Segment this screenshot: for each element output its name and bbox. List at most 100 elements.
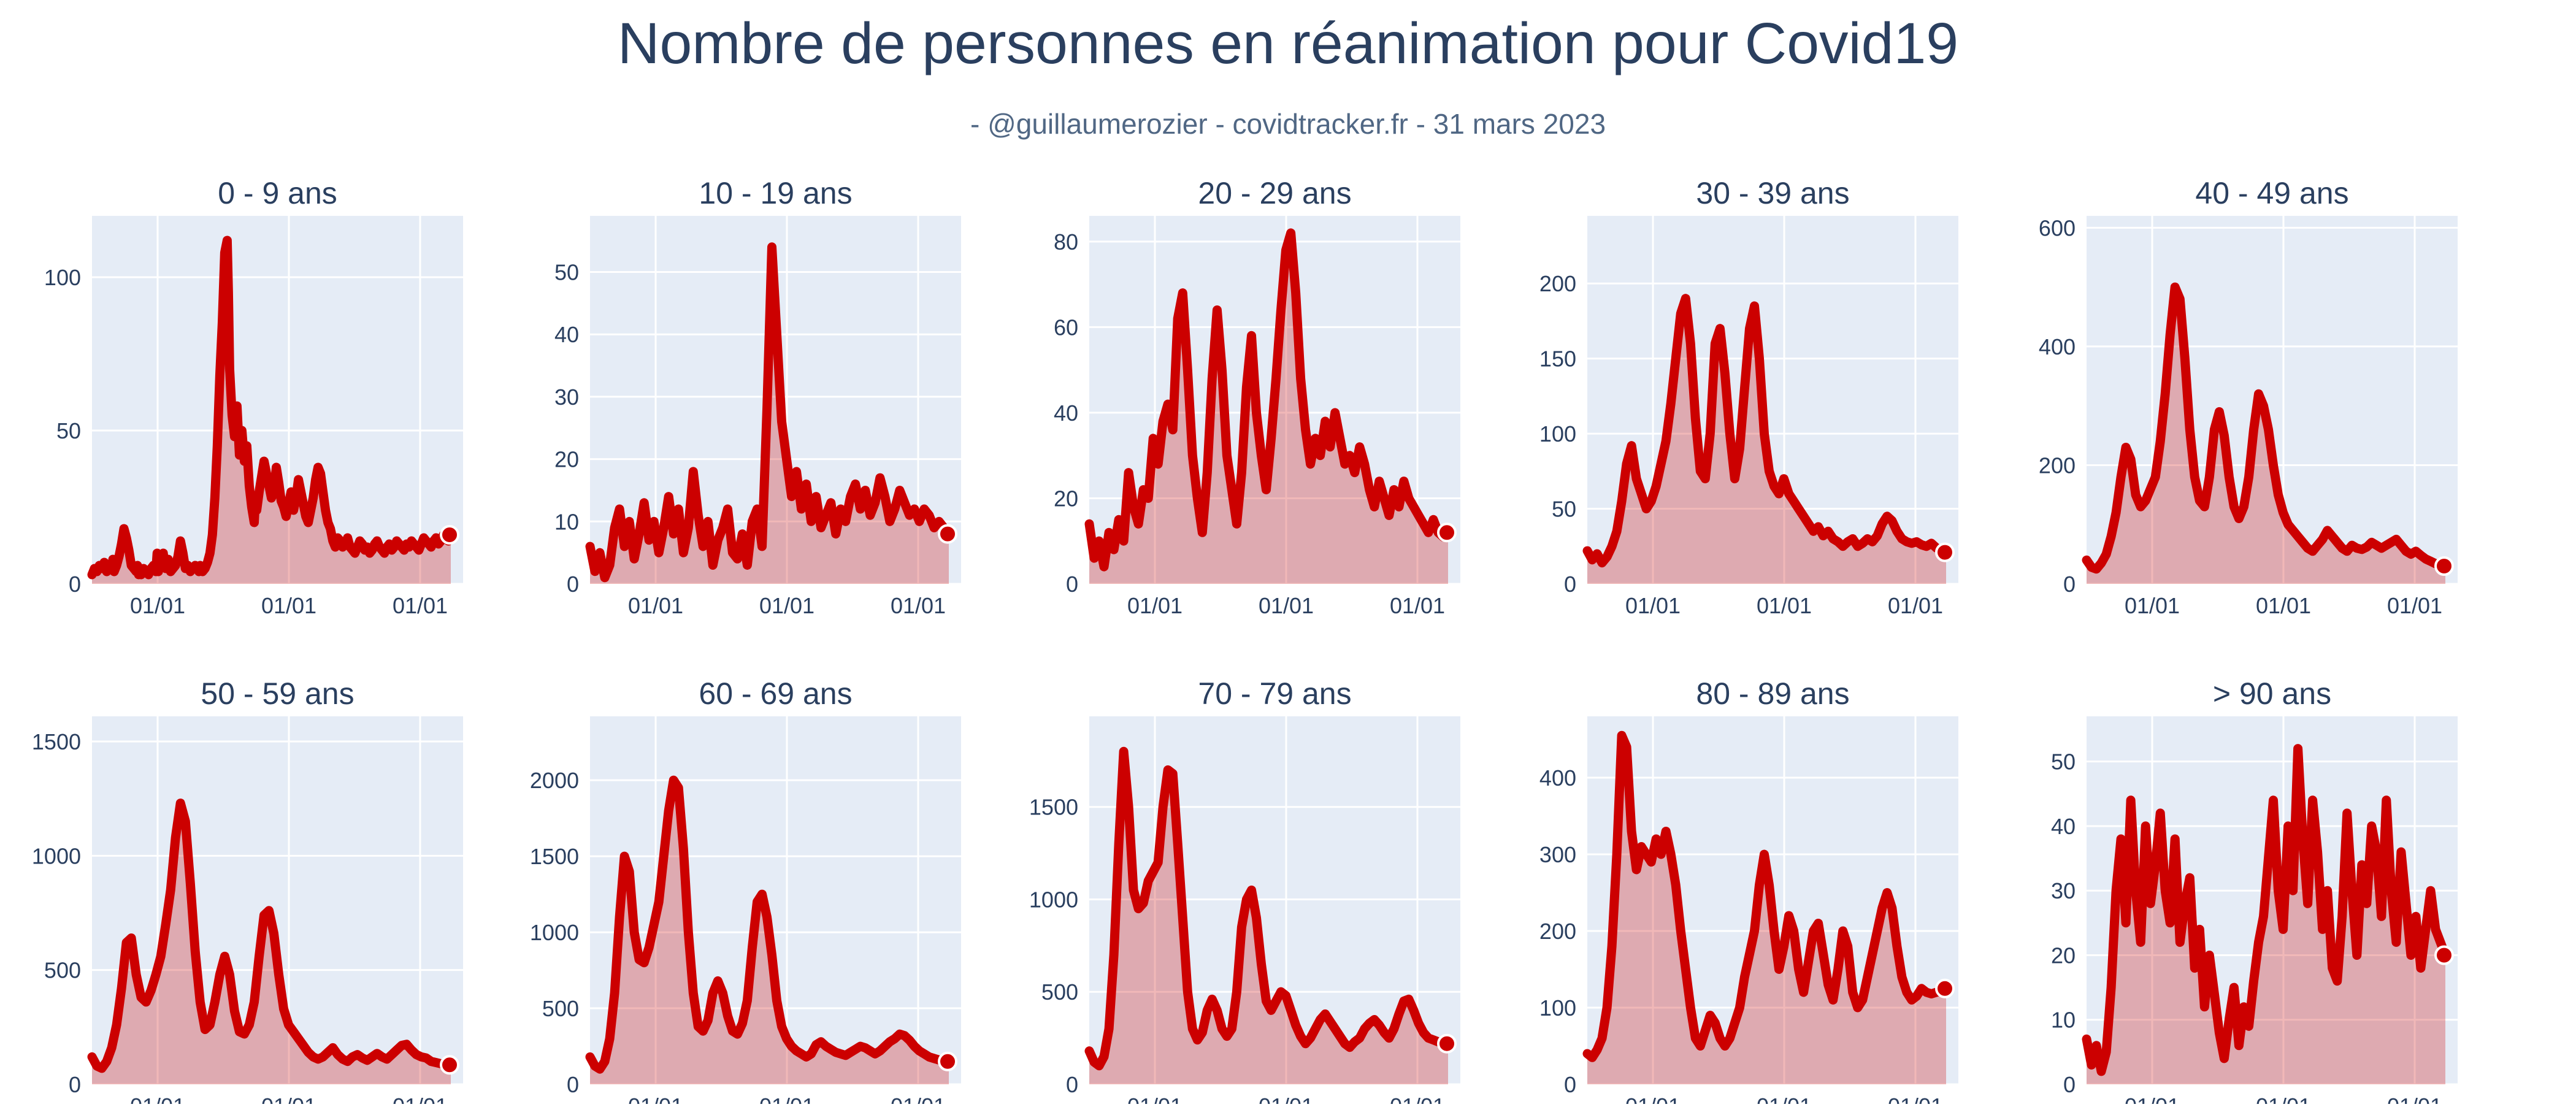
series-line (1084, 228, 1453, 572)
y-tick-label: 1000 (530, 920, 579, 945)
y-tick-label: 500 (44, 958, 81, 983)
y-tick-label: 0 (1564, 572, 1576, 597)
panel-title: 20 - 29 ans (1198, 176, 1351, 210)
x-tick-label: 01/01 (1888, 1094, 1943, 1104)
y-tick-label: 50 (56, 418, 81, 443)
plot-area (92, 716, 463, 1084)
series-area (1587, 735, 1946, 1084)
y-tick-label: 0 (567, 572, 579, 597)
series-line (87, 236, 456, 580)
chart-panel: 0 50 100 01/01 01/01 01/01 0 - 9 ans (44, 176, 463, 618)
series-line (87, 799, 456, 1073)
last-value-marker (938, 1051, 957, 1071)
y-tick-label: 500 (1041, 979, 1078, 1005)
x-tick-label: 01/01 (2387, 1094, 2442, 1104)
panel-title: 10 - 19 ans (699, 176, 852, 210)
series-area (1089, 751, 1448, 1084)
panel-title: 50 - 59 ans (201, 676, 354, 711)
chart-panel: 0 500 1000 1500 2000 01/01 01/01 01/01 60 - 69 a… (530, 676, 961, 1107)
y-tick-label: 60 (1054, 315, 1078, 340)
y-tick-label: 10 (554, 509, 579, 534)
y-tick-label: 1500 (32, 729, 81, 754)
x-tick-label: 01/01 (891, 593, 946, 618)
x-tick-label: 01/01 (130, 593, 185, 618)
y-tick-label: 150 (1539, 347, 1576, 372)
y-tick-label: 0 (69, 572, 81, 597)
y-tick-label: 20 (1054, 486, 1078, 511)
chart-title: Nombre de personnes en réanimation pour … (618, 11, 1958, 76)
chart-subtitle: - @guillaumerozier - covidtracker.fr - 3… (970, 108, 1606, 140)
x-tick-label: 01/01 (891, 1094, 946, 1104)
x-tick-label: 01/01 (393, 593, 448, 618)
panel-title: 0 - 9 ans (218, 176, 337, 210)
panel-title: 80 - 89 ans (1696, 676, 1849, 711)
y-tick-label: 200 (1539, 919, 1576, 944)
chart-panel: 0 500 1000 1500 01/01 01/01 01/01 70 - 79 ans (1029, 676, 1460, 1107)
chart-panel: 0 10 20 30 40 50 01/01 01/01 01/01 > 90 ans (2051, 676, 2458, 1107)
x-tick-label: 01/01 (628, 1094, 683, 1104)
y-tick-label: 100 (44, 265, 81, 290)
y-tick-label: 200 (2039, 453, 2076, 478)
last-value-marker (1935, 978, 1955, 998)
y-tick-label: 10 (2051, 1008, 2076, 1033)
x-tick-label: 01/01 (1888, 593, 1943, 618)
x-tick-label: 01/01 (759, 1094, 815, 1104)
x-tick-label: 01/01 (1390, 1094, 1445, 1104)
chart-panel: 0 200 400 600 01/01 01/01 01/01 40 - 49 ans (2039, 176, 2458, 618)
y-tick-label: 40 (2051, 814, 2076, 839)
y-tick-label: 0 (1066, 572, 1078, 597)
chart-panel: 0 50 100 150 200 01/01 01/01 01/01 30 - 39 ans (1539, 176, 1958, 618)
last-value-marker (2434, 556, 2454, 576)
x-tick-label: 01/01 (1259, 1094, 1314, 1104)
y-tick-label: 30 (2051, 878, 2076, 903)
panel-title: 30 - 39 ans (1696, 176, 1849, 210)
y-tick-label: 50 (1552, 497, 1576, 522)
series-line (1582, 294, 1951, 568)
panel-title: 60 - 69 ans (699, 676, 852, 711)
series-line (1582, 730, 1951, 1062)
x-tick-label: 01/01 (261, 593, 316, 618)
x-tick-label: 01/01 (759, 593, 815, 618)
y-tick-label: 500 (542, 996, 579, 1021)
chart-panel: 0 20 40 60 80 01/01 01/01 01/01 20 - 29 ans (1054, 176, 1460, 618)
last-value-marker (1437, 523, 1457, 543)
x-tick-label: 01/01 (2256, 593, 2311, 618)
series-line (585, 775, 954, 1074)
x-tick-label: 01/01 (628, 593, 683, 618)
y-tick-label: 0 (2063, 572, 2076, 597)
y-tick-label: 0 (2063, 1072, 2076, 1097)
y-tick-label: 400 (2039, 334, 2076, 359)
y-tick-label: 1500 (530, 844, 579, 869)
panel-title: 40 - 49 ans (2195, 176, 2348, 210)
y-tick-label: 100 (1539, 421, 1576, 446)
y-tick-label: 300 (1539, 842, 1576, 867)
y-tick-label: 50 (2051, 749, 2076, 775)
x-tick-label: 01/01 (2387, 593, 2442, 618)
y-tick-label: 1000 (1029, 887, 1078, 912)
last-value-marker (2434, 945, 2454, 965)
x-tick-label: 01/01 (2256, 1094, 2311, 1104)
x-tick-label: 01/01 (1127, 593, 1183, 618)
series-line (2082, 282, 2450, 574)
x-tick-label: 01/01 (1757, 593, 1812, 618)
x-tick-label: 01/01 (2125, 593, 2180, 618)
y-tick-label: 1500 (1029, 795, 1078, 820)
last-value-marker (1935, 542, 1955, 562)
y-tick-label: 20 (554, 447, 579, 472)
chart-panel: 0 100 200 300 400 01/01 01/01 01/01 80 - 89 ans (1539, 676, 1958, 1107)
x-tick-label: 01/01 (1625, 1094, 1681, 1104)
y-tick-label: 2000 (530, 768, 579, 793)
y-tick-label: 30 (554, 385, 579, 410)
last-value-marker (440, 1055, 459, 1075)
x-tick-label: 01/01 (1390, 593, 1445, 618)
last-value-marker (938, 524, 957, 544)
x-tick-label: 01/01 (393, 1094, 448, 1104)
x-tick-label: 01/01 (1625, 593, 1681, 618)
y-tick-label: 0 (567, 1072, 579, 1097)
x-tick-label: 01/01 (1259, 593, 1314, 618)
last-value-marker (440, 525, 459, 545)
series-line (1084, 746, 1453, 1071)
